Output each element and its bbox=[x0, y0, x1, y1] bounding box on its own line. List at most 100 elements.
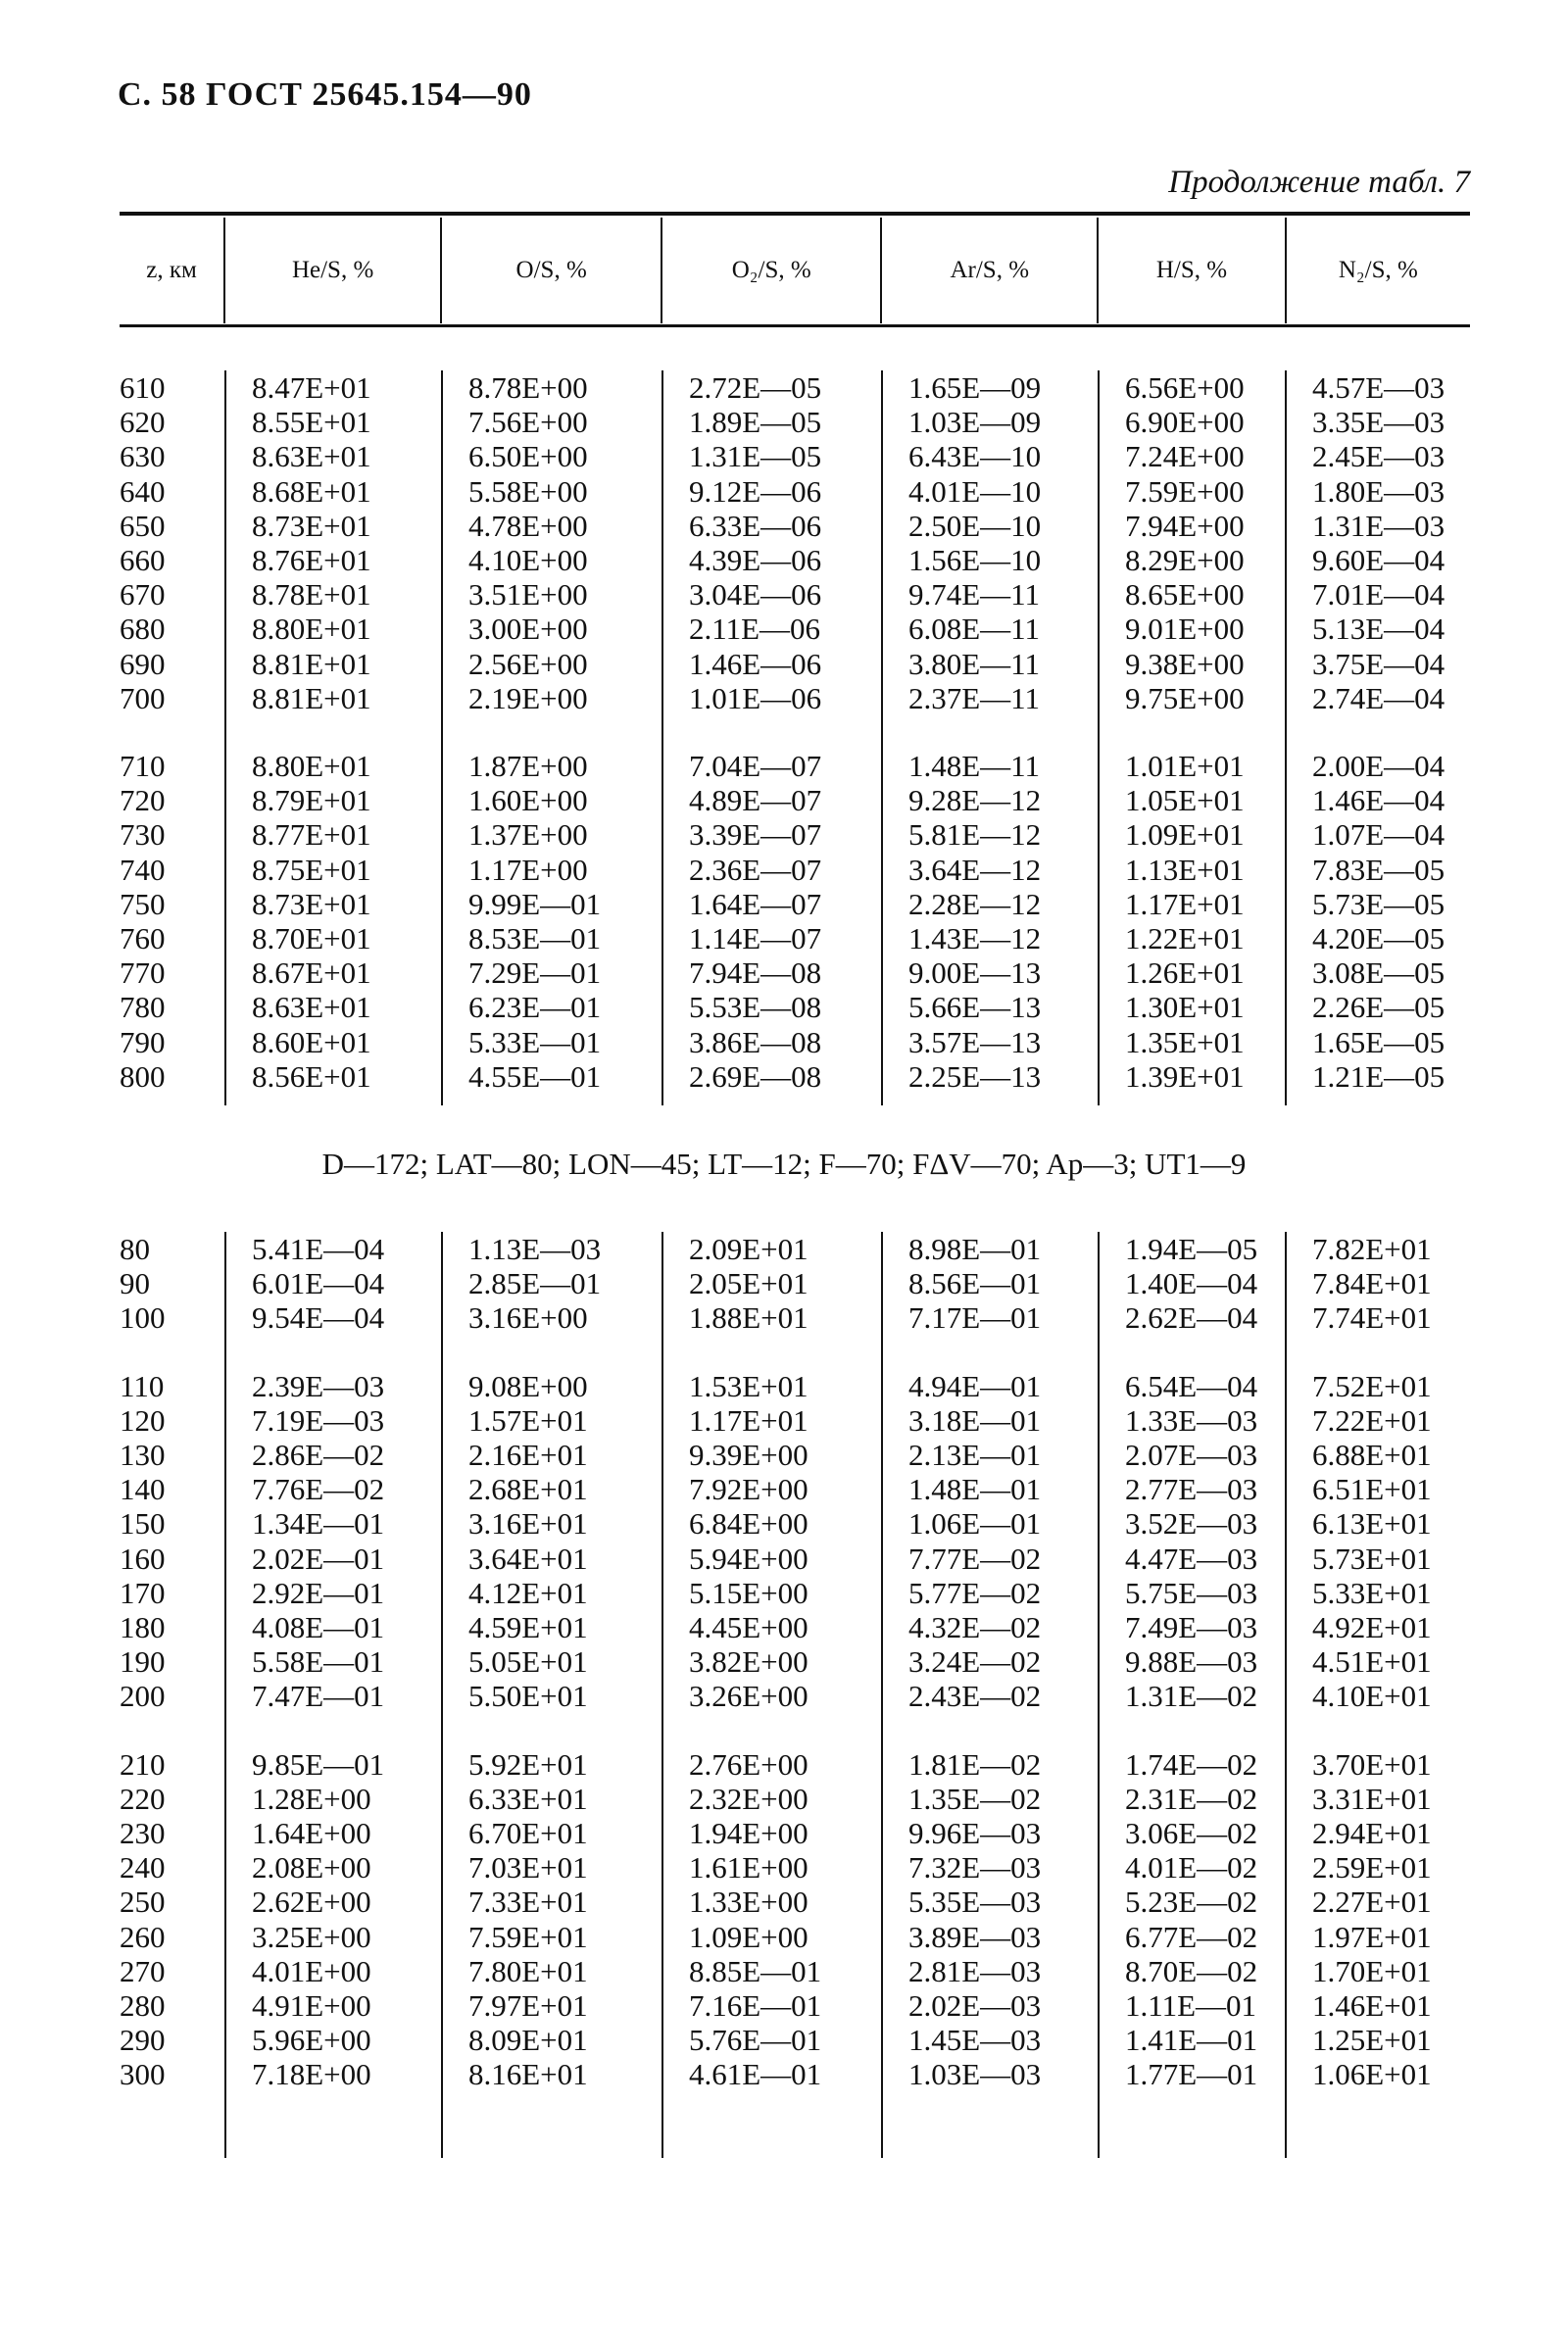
value-cell: 7.82E+01 bbox=[1312, 1232, 1432, 1266]
column-2: 8.78E+00 7.56E+00 6.50E+00 5.58E+00 4.78E+00… bbox=[441, 370, 662, 1105]
block-gap bbox=[689, 1714, 881, 1747]
value-cell: 9.39E+00 bbox=[689, 1438, 808, 1473]
value-cell: 6.56E+00 bbox=[1125, 370, 1245, 405]
model-parameters: D—172; LAT—80; LON—45; LT—12; F—70; FΔV—… bbox=[321, 1147, 1247, 1181]
value-cell: 1.94E+00 bbox=[689, 1816, 808, 1851]
block-gap bbox=[252, 715, 441, 749]
column-header-ar: Ar/S, % bbox=[880, 218, 1097, 323]
value-cell: 7.52E+01 bbox=[1312, 1368, 1432, 1403]
value-cell: 5.13E—04 bbox=[1312, 612, 1446, 647]
value-cell: 1.88E+01 bbox=[689, 1300, 808, 1336]
block-gap bbox=[1312, 715, 1470, 749]
value-cell: 2.62E+00 bbox=[252, 1885, 371, 1920]
column-3: 2.72E—05 1.89E—05 1.31E—05 9.12E—06 6.33E—06… bbox=[662, 370, 881, 1105]
value-cell: 5.33E+01 bbox=[1312, 1575, 1432, 1610]
value-cell: 1.11E—01 bbox=[1125, 1988, 1257, 2024]
altitude-cell: 130 bbox=[120, 1438, 166, 1473]
value-cell: 1.40E—04 bbox=[1125, 1266, 1258, 1301]
value-cell: 1.31E—02 bbox=[1125, 1679, 1258, 1714]
value-cell: 3.04E—06 bbox=[689, 577, 822, 612]
page-title: С. 58 ГОСТ 25645.154—90 bbox=[118, 76, 532, 113]
value-cell: 8.80E+01 bbox=[252, 612, 371, 647]
value-cell: 8.60E+01 bbox=[252, 1024, 371, 1059]
value-cell: 2.08E+00 bbox=[252, 1850, 371, 1885]
value-cell: 8.63E+01 bbox=[252, 990, 371, 1025]
value-cell: 4.32E—02 bbox=[908, 1610, 1042, 1645]
value-cell: 7.22E+01 bbox=[1312, 1402, 1432, 1438]
value-cell: 5.35E—03 bbox=[908, 1885, 1042, 1920]
value-cell: 1.57E+01 bbox=[468, 1402, 588, 1438]
value-cell: 7.84E+01 bbox=[1312, 1266, 1432, 1301]
value-cell: 1.70E+01 bbox=[1312, 1953, 1432, 1988]
value-cell: 2.25E—13 bbox=[908, 1058, 1042, 1094]
value-cell: 1.30E+01 bbox=[1125, 990, 1245, 1025]
value-cell: 3.35E—03 bbox=[1312, 405, 1446, 440]
value-cell: 1.21E—05 bbox=[1312, 1058, 1446, 1094]
value-cell: 2.56E+00 bbox=[468, 646, 588, 681]
block-gap bbox=[468, 715, 662, 749]
column-0: 610 620 630 640 650 660 670 680 690 700 710 720 730 7… bbox=[120, 370, 224, 1105]
value-cell: 1.56E—10 bbox=[908, 543, 1042, 578]
altitude-cell: 750 bbox=[120, 886, 166, 921]
column-4: 8.98E—01 8.56E—01 7.17E—01 4.94E—01 3.18E—01… bbox=[881, 1232, 1098, 2158]
value-cell: 2.94E+01 bbox=[1312, 1816, 1432, 1851]
value-cell: 1.05E+01 bbox=[1125, 783, 1245, 818]
value-cell: 2.28E—12 bbox=[908, 886, 1042, 921]
altitude-cell: 260 bbox=[120, 1919, 166, 1954]
value-cell: 1.03E—03 bbox=[908, 2057, 1042, 2092]
altitude-cell: 630 bbox=[120, 439, 166, 474]
block-gap bbox=[120, 1714, 224, 1747]
value-cell: 1.13E+01 bbox=[1125, 852, 1245, 887]
value-cell: 6.90E+00 bbox=[1125, 405, 1245, 440]
value-cell: 7.16E—01 bbox=[689, 1988, 822, 2024]
block-gap bbox=[1312, 1336, 1470, 1369]
column-header-o2: O₂/S, % bbox=[661, 218, 880, 323]
value-cell: 5.15E+00 bbox=[689, 1575, 808, 1610]
value-cell: 4.10E+01 bbox=[1312, 1679, 1432, 1714]
value-cell: 2.02E—01 bbox=[252, 1541, 385, 1576]
altitude-cell: 730 bbox=[120, 817, 166, 853]
value-cell: 1.48E—11 bbox=[908, 749, 1041, 784]
value-cell: 2.19E+00 bbox=[468, 680, 588, 715]
value-cell: 2.39E—03 bbox=[252, 1368, 385, 1403]
value-cell: 1.65E—05 bbox=[1312, 1024, 1446, 1059]
value-cell: 3.26E+00 bbox=[689, 1679, 808, 1714]
block-gap bbox=[252, 1336, 441, 1369]
value-cell: 7.92E+00 bbox=[689, 1472, 808, 1507]
value-cell: 6.70E+01 bbox=[468, 1816, 588, 1851]
value-cell: 2.45E—03 bbox=[1312, 439, 1446, 474]
value-cell: 5.77E—02 bbox=[908, 1575, 1042, 1610]
value-cell: 2.11E—06 bbox=[689, 612, 821, 647]
value-cell: 9.60E—04 bbox=[1312, 543, 1446, 578]
value-cell: 1.43E—12 bbox=[908, 921, 1042, 956]
value-cell: 8.81E+01 bbox=[252, 680, 371, 715]
table-body-section-2: 80 90 100 110 120 130 140 150 160 170 180 190 200 210… bbox=[120, 1232, 1470, 2158]
altitude-cell: 230 bbox=[120, 1816, 166, 1851]
value-cell: 6.08E—11 bbox=[908, 612, 1041, 647]
value-cell: 3.64E—12 bbox=[908, 852, 1042, 887]
value-cell: 6.33E+01 bbox=[468, 1781, 588, 1816]
value-cell: 1.01E—06 bbox=[689, 680, 822, 715]
value-cell: 4.61E—01 bbox=[689, 2057, 822, 2092]
column-2: 1.13E—03 2.85E—01 3.16E+00 9.08E+00 1.57E+01… bbox=[441, 1232, 662, 2158]
block-gap bbox=[252, 1714, 441, 1747]
value-cell: 1.14E—07 bbox=[689, 921, 822, 956]
value-cell: 3.82E+00 bbox=[689, 1644, 808, 1680]
value-cell: 8.56E—01 bbox=[908, 1266, 1042, 1301]
value-cell: 1.31E—03 bbox=[1312, 508, 1446, 543]
altitude-cell: 770 bbox=[120, 955, 166, 991]
value-cell: 4.01E—02 bbox=[1125, 1850, 1258, 1885]
value-cell: 7.80E+01 bbox=[468, 1953, 588, 1988]
value-cell: 4.51E+01 bbox=[1312, 1644, 1432, 1680]
value-cell: 2.74E—04 bbox=[1312, 680, 1446, 715]
value-cell: 8.70E+01 bbox=[252, 921, 371, 956]
value-cell: 1.33E+00 bbox=[689, 1885, 808, 1920]
value-cell: 8.29E+00 bbox=[1125, 543, 1245, 578]
value-cell: 2.69E—08 bbox=[689, 1058, 822, 1094]
altitude-cell: 140 bbox=[120, 1472, 166, 1507]
value-cell: 5.92E+01 bbox=[468, 1746, 588, 1782]
value-cell: 1.09E+00 bbox=[689, 1919, 808, 1954]
value-cell: 5.81E—12 bbox=[908, 817, 1042, 853]
value-cell: 3.18E—01 bbox=[908, 1402, 1042, 1438]
column-1: 5.41E—04 6.01E—04 9.54E—04 2.39E—03 7.19E—03… bbox=[224, 1232, 441, 2158]
